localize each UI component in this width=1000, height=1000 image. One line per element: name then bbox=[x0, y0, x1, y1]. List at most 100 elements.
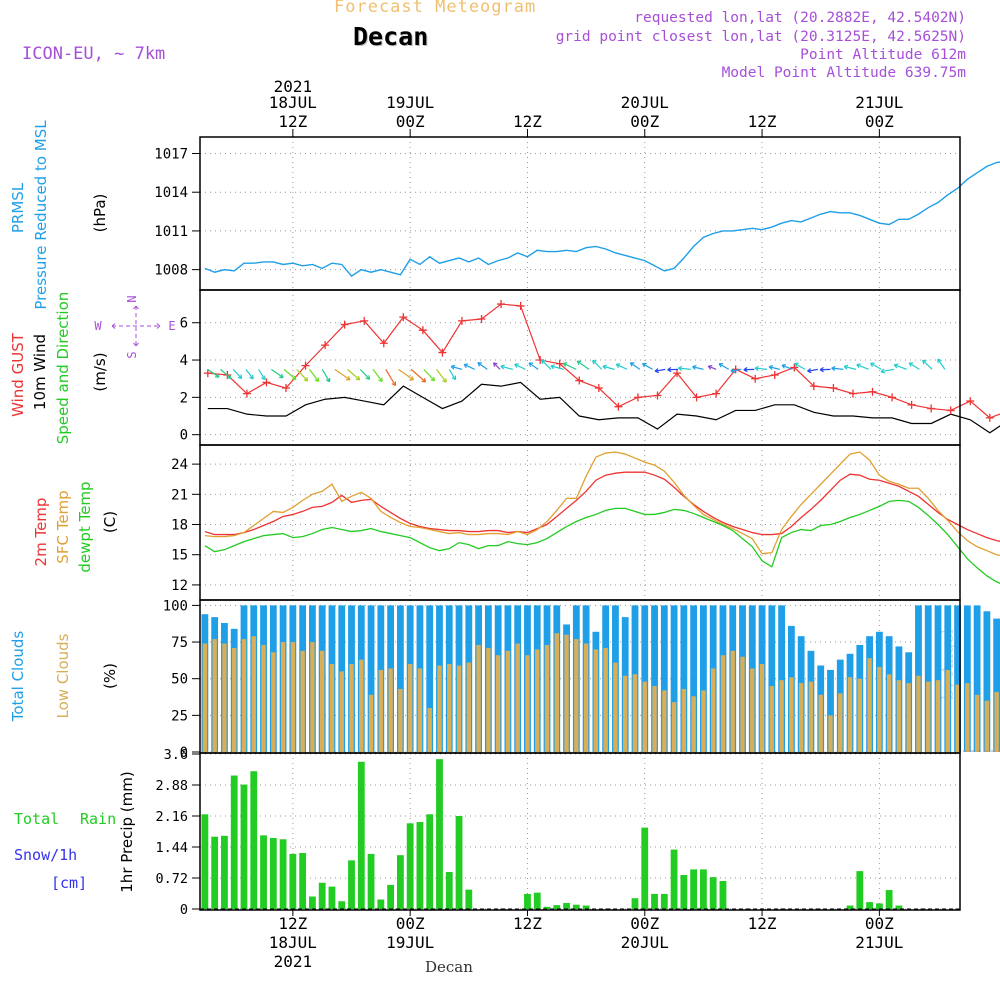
wind-arrow bbox=[781, 364, 793, 370]
rain-bar bbox=[690, 869, 698, 909]
low-cloud-bar bbox=[574, 639, 579, 752]
wind-arrow bbox=[880, 368, 895, 373]
compass-south-label: S bbox=[125, 351, 139, 358]
bottom-date-label: 19JUL bbox=[386, 933, 434, 952]
wind-arrow-head bbox=[421, 377, 427, 383]
total-cloud-bar bbox=[778, 605, 786, 752]
wind-arrow bbox=[630, 362, 641, 370]
wind-arrow-head bbox=[908, 362, 914, 367]
wind-arrow-head bbox=[442, 378, 447, 383]
wind-arrow bbox=[794, 362, 806, 370]
gust-point bbox=[614, 402, 623, 411]
gust-point bbox=[751, 374, 760, 383]
y-tick-label: 0.72 bbox=[155, 871, 188, 887]
gust-point bbox=[868, 387, 877, 396]
low-cloud-bar bbox=[202, 643, 208, 752]
rain-bar bbox=[846, 905, 854, 909]
precip-rain-label: Rain bbox=[80, 810, 116, 828]
gust-point bbox=[418, 326, 427, 335]
rain-bar bbox=[230, 775, 238, 909]
wind-arrow bbox=[769, 366, 780, 370]
rain-bar bbox=[455, 816, 463, 909]
gust-point bbox=[340, 320, 349, 329]
wind-arrow bbox=[245, 369, 254, 380]
wind-arrow bbox=[334, 368, 351, 381]
wind-arrow-head bbox=[500, 364, 505, 370]
low-cloud-bar bbox=[613, 662, 618, 752]
total-cloud-bar bbox=[651, 605, 658, 752]
wind-arrow-head bbox=[237, 374, 243, 380]
y-tick-label: 50 bbox=[171, 672, 188, 688]
low-cloud-bar bbox=[798, 683, 804, 752]
wind-arrow bbox=[678, 367, 691, 370]
rain-bar bbox=[318, 882, 326, 909]
wind-arrow-head bbox=[870, 362, 875, 367]
low-cloud-bar bbox=[486, 647, 491, 752]
low-cloud-bar bbox=[359, 659, 364, 752]
y-tick-label: 12 bbox=[171, 578, 188, 594]
gust-point bbox=[262, 378, 271, 387]
dewpoint-line bbox=[204, 499, 1000, 584]
wind-arrow bbox=[602, 365, 615, 370]
rain-bar bbox=[465, 889, 473, 909]
pressure-line bbox=[204, 161, 1000, 278]
rain-bar bbox=[240, 784, 248, 909]
wind-arrow bbox=[283, 368, 297, 381]
rain-bar bbox=[651, 893, 658, 909]
wind-arrow-head bbox=[642, 362, 647, 368]
wind-arrow-head bbox=[261, 375, 266, 381]
wind-arrow bbox=[232, 368, 243, 379]
low-cloud-bar bbox=[769, 686, 775, 752]
wind-arrow bbox=[718, 363, 730, 370]
rain-bar bbox=[260, 835, 267, 909]
gust-point bbox=[790, 363, 799, 372]
low-cloud-bar bbox=[437, 665, 442, 752]
low-cloud-bar bbox=[564, 634, 569, 752]
low-cloud-bar bbox=[877, 666, 882, 752]
wind-arrow bbox=[359, 368, 371, 380]
wind-arrow bbox=[220, 368, 232, 379]
temp-2m-label: 2m Temp bbox=[32, 498, 50, 567]
bottom-year-label: 2021 bbox=[274, 952, 313, 971]
data-layer bbox=[200, 161, 1000, 910]
gust-point bbox=[673, 369, 682, 378]
top-hour-label: 00Z bbox=[396, 112, 425, 131]
model-altitude: Model Point Altitude 639.75m bbox=[721, 65, 966, 81]
wind-arrow bbox=[908, 362, 920, 370]
gust-point bbox=[888, 393, 897, 402]
y-tick-label: 1011 bbox=[154, 224, 188, 240]
pressure-unit-label: (hPa) bbox=[91, 194, 109, 233]
rain-bar bbox=[426, 814, 434, 909]
wind-arrow bbox=[448, 369, 456, 380]
rain-bar bbox=[563, 902, 570, 909]
bottom-date-label: 18JUL bbox=[269, 933, 317, 952]
gust-point bbox=[321, 341, 330, 350]
rain-bar bbox=[396, 855, 404, 909]
total-cloud-bar bbox=[690, 605, 698, 752]
low-cloud-bar bbox=[300, 650, 305, 752]
low-cloud-bar bbox=[838, 693, 843, 752]
wind-arrow bbox=[271, 368, 284, 379]
y-tick-label: 0 bbox=[180, 902, 188, 918]
wind-arrow-head bbox=[667, 367, 672, 373]
rain-bar bbox=[866, 902, 873, 909]
temp-sfc-line bbox=[204, 451, 1000, 557]
top-hour-label: 12Z bbox=[748, 112, 777, 131]
rain-bar bbox=[641, 827, 649, 909]
total-cloud-bar bbox=[670, 605, 678, 752]
rain-bar bbox=[269, 837, 277, 909]
wind-arrow-head bbox=[592, 359, 597, 365]
wind-arrow bbox=[616, 363, 628, 370]
wind-arrow-head bbox=[291, 375, 297, 381]
gust-point bbox=[575, 376, 584, 385]
wind-arrow-head bbox=[743, 367, 748, 373]
rain-bar bbox=[201, 814, 209, 909]
low-cloud-bar bbox=[329, 664, 335, 752]
model-label: ICON-EU, ~ 7km bbox=[22, 44, 166, 64]
y-tick-label: 25 bbox=[171, 708, 188, 724]
low-cloud-bar bbox=[525, 655, 530, 752]
clouds-unit-label: (%) bbox=[101, 663, 119, 689]
y-tick-label: 4 bbox=[180, 353, 188, 369]
top-date-label: 19JUL bbox=[386, 93, 434, 112]
wind-arrow-head bbox=[303, 377, 309, 382]
